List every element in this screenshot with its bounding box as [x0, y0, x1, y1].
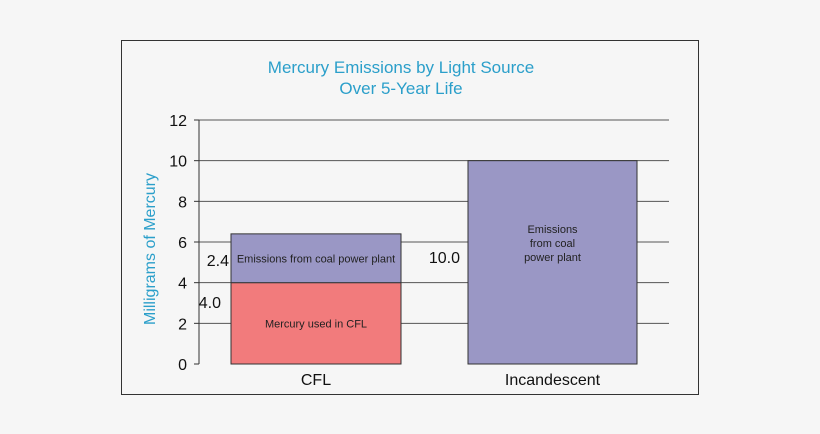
y-tick-label: 12: [169, 113, 187, 130]
chart-title: Mercury Emissions by Light Source: [268, 58, 534, 77]
y-tick-label: 2: [178, 316, 187, 333]
y-tick-label: 8: [178, 194, 187, 211]
x-tick-label: CFL: [301, 372, 331, 389]
bar-segment: [230, 233, 402, 284]
value-label: 4.0: [199, 295, 221, 312]
y-axis-label: Milligrams of Mercury: [142, 173, 159, 325]
y-tick-label: 6: [178, 235, 187, 252]
chart-subtitle: Over 5-Year Life: [339, 79, 462, 98]
segment-label: Mercury used in CFL: [265, 318, 367, 330]
y-tick-label: 0: [178, 357, 187, 374]
segment-label: Emissions from coal power plant: [524, 224, 581, 264]
segment-label: Emissions from coal power plant: [237, 253, 395, 265]
value-label: 2.4: [207, 253, 229, 270]
y-tick-label: 4: [178, 276, 187, 293]
x-tick-label: Incandescent: [505, 372, 601, 389]
bar-segment: [467, 160, 638, 365]
value-label: 10.0: [429, 250, 460, 267]
bar-segment: [230, 282, 402, 365]
y-tick-label: 10: [169, 154, 187, 171]
